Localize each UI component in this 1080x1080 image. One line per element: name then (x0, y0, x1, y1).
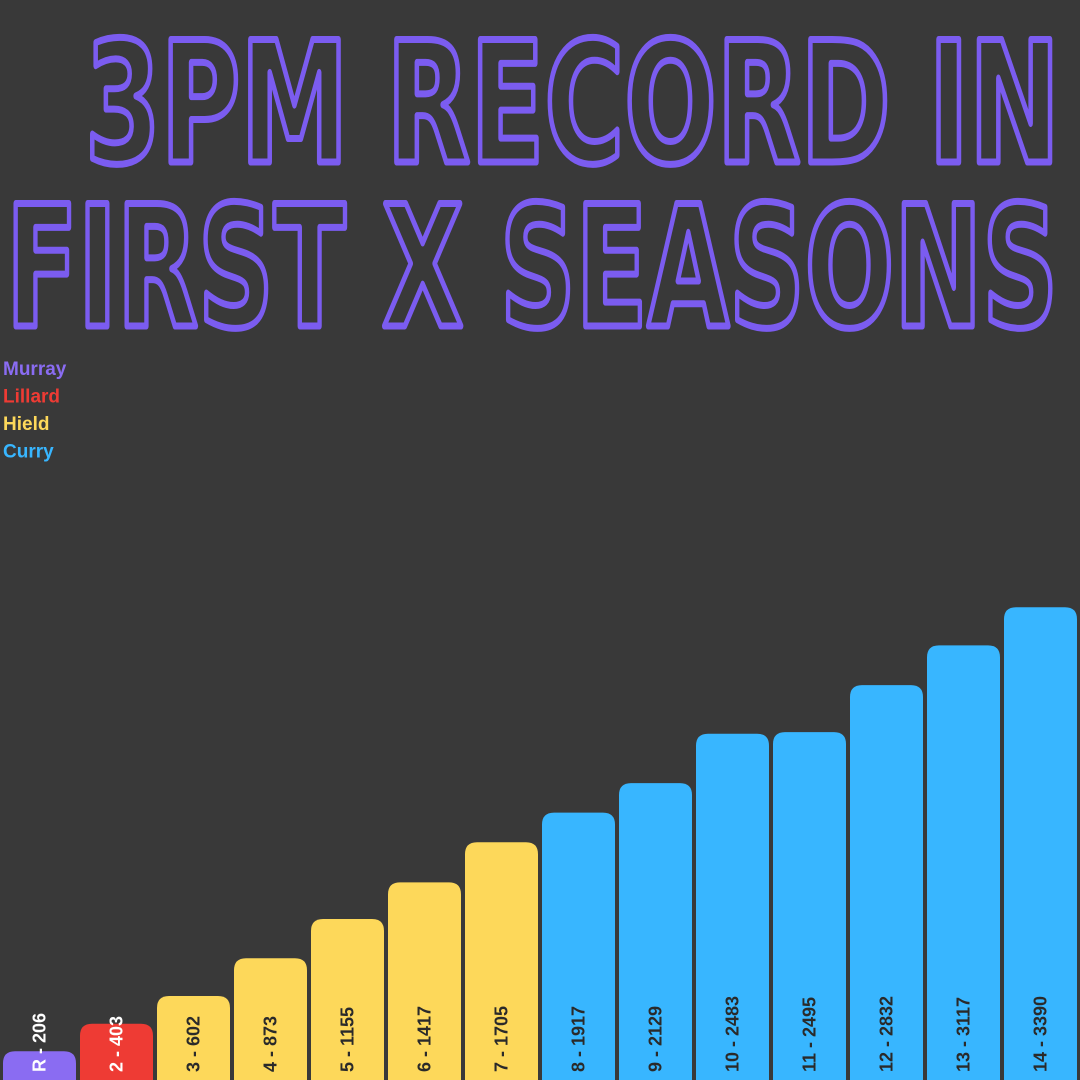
bar (850, 685, 923, 1080)
bar (773, 732, 846, 1080)
bar-label: 9 - 2129 (646, 1006, 666, 1072)
bar (388, 882, 461, 1080)
bar (1004, 607, 1077, 1080)
bar-label: 8 - 1917 (569, 1006, 589, 1072)
bar-label: R - 206 (30, 1013, 50, 1072)
title-line: 3PM RECORD IN (85, 6, 1060, 202)
bar (542, 812, 615, 1080)
bar (311, 918, 384, 1080)
bar-label: 4 - 873 (261, 1016, 281, 1072)
bar-label: 6 - 1417 (415, 1006, 435, 1072)
bar (157, 996, 230, 1080)
bar (3, 1051, 76, 1080)
bar (80, 1023, 153, 1080)
bar (619, 783, 692, 1080)
bar-label: 7 - 1705 (492, 1006, 512, 1072)
bar-label: 2 - 403 (107, 1016, 127, 1072)
title-line: FIRST X SEASONS (6, 170, 1058, 366)
bar-label: 5 - 1155 (338, 1007, 358, 1072)
bar-label: 12 - 2832 (877, 996, 897, 1072)
bar-label: 11 - 2495 (800, 997, 820, 1072)
bar-label: 13 - 3117 (954, 997, 974, 1072)
bar (465, 842, 538, 1080)
bar (234, 958, 307, 1080)
legend-entry: Hield (3, 414, 49, 435)
legend-entry: Lillard (3, 387, 60, 408)
legend-entry: Curry (3, 442, 54, 463)
bar (927, 645, 1000, 1080)
bar (696, 733, 769, 1080)
legend-entry: Murray (3, 359, 67, 380)
bar-label: 14 - 3390 (1031, 996, 1051, 1072)
bar-label: 3 - 602 (184, 1016, 204, 1072)
bar-label: 10 - 2483 (723, 996, 743, 1072)
